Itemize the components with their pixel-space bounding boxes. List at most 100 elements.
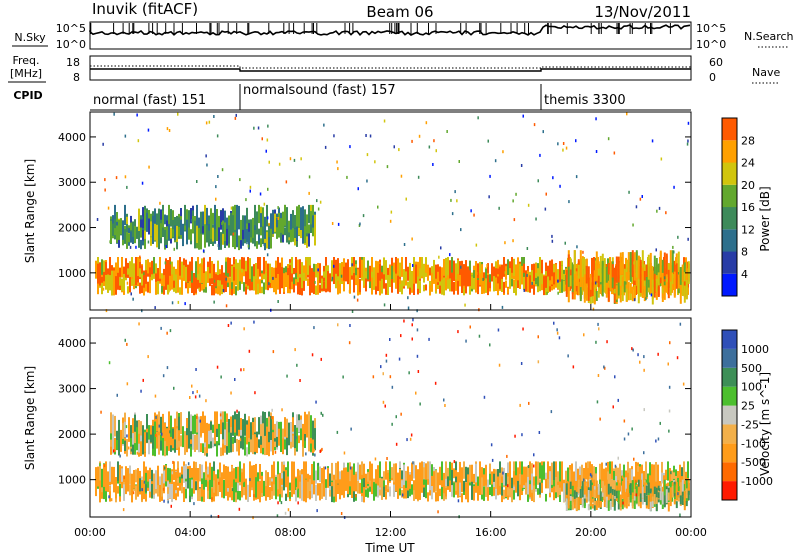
power-echo-cell xyxy=(329,279,331,286)
power-echo-cell xyxy=(553,263,555,276)
velocity-echo-cell xyxy=(495,471,497,489)
velocity-echo-cell xyxy=(581,471,583,487)
velocity-echo-cell xyxy=(605,483,608,497)
velocity-echo-cell xyxy=(483,474,485,483)
power-echo-cell xyxy=(273,276,275,283)
power-echo-cell xyxy=(335,273,337,282)
power-echo-cell xyxy=(585,280,588,301)
power-scatter-cell xyxy=(428,145,431,149)
power-echo-cell xyxy=(240,219,242,242)
velocity-echo-cell xyxy=(407,490,409,499)
power-echo-cell xyxy=(415,270,417,280)
velocity-echo-cell xyxy=(237,466,239,483)
velocity-echo-cell xyxy=(325,479,327,500)
power-echo-cell xyxy=(541,259,543,274)
velocity-echo-cell xyxy=(637,491,640,507)
power-echo-cell xyxy=(489,281,491,289)
velocity-scatter-cell xyxy=(236,409,238,413)
velocity-scatter-cell xyxy=(506,454,508,458)
velocity-scatter-cell xyxy=(412,318,414,322)
velocity-echo-cell xyxy=(643,482,646,496)
power-echo-cell xyxy=(211,261,213,279)
power-echo-cell xyxy=(557,269,559,289)
velocity-echo-cell xyxy=(527,466,529,478)
velocity-echo-cell xyxy=(537,473,539,485)
power-echo-cell xyxy=(228,225,230,236)
power-echo-cell xyxy=(493,276,495,292)
power-echo-cell xyxy=(111,270,113,290)
power-echo-cell xyxy=(145,259,147,280)
power-echo-cell xyxy=(453,260,455,280)
velocity-scatter-cell xyxy=(643,355,645,359)
power-echo-cell xyxy=(314,214,316,227)
power-echo-cell xyxy=(286,207,288,232)
velocity-echo-cell xyxy=(260,431,262,451)
velocity-echo-cell xyxy=(679,464,681,482)
velocity-echo-cell xyxy=(681,491,684,497)
power-scatter-cell xyxy=(308,175,311,179)
power-echo-cell xyxy=(203,273,205,290)
velocity-scatter-cell xyxy=(676,356,679,360)
power-echo-cell xyxy=(349,273,351,292)
power-echo-cell xyxy=(208,216,210,224)
power-echo-cell xyxy=(120,226,122,235)
velocity-scatter-cell xyxy=(248,349,251,353)
power-echo-cell xyxy=(154,208,156,228)
velocity-echo-cell xyxy=(145,472,147,494)
velocity-echo-cell xyxy=(296,414,298,432)
velocity-echo-cell xyxy=(263,481,265,493)
power-scatter-cell xyxy=(556,280,558,284)
power-echo-cell xyxy=(343,266,345,287)
velocity-echo-cell xyxy=(216,441,218,457)
velocity-echo-cell xyxy=(251,465,253,488)
velocity-echo-cell xyxy=(385,485,387,492)
velocity-echo-cell xyxy=(132,418,134,434)
velocity-scatter-cell xyxy=(355,494,357,498)
velocity-echo-cell xyxy=(627,461,629,482)
velocity-echo-cell xyxy=(131,473,133,495)
power-echo-cell xyxy=(595,251,598,279)
velocity-echo-cell xyxy=(135,485,137,500)
power-echo-cell xyxy=(220,236,222,250)
power-echo-cell xyxy=(579,287,582,300)
power-echo-cell xyxy=(220,210,222,230)
velocity-scatter-cell xyxy=(556,331,559,335)
velocity-echo-cell xyxy=(186,418,188,434)
power-scatter-cell xyxy=(656,209,658,213)
velocity-scatter-cell xyxy=(108,495,110,499)
power-colorbar-swatch xyxy=(722,273,737,297)
velocity-scatter-cell xyxy=(158,424,160,428)
power-scatter-cell xyxy=(336,160,338,164)
velocity-scatter-cell xyxy=(337,323,339,327)
velocity-scatter-cell xyxy=(595,340,597,344)
power-echo-cell xyxy=(107,278,109,287)
velocity-echo-cell xyxy=(300,419,302,433)
power-echo-cell xyxy=(611,264,614,277)
power-echo-cell xyxy=(435,264,437,279)
power-echo-cell xyxy=(172,220,174,239)
velocity-echo-cell xyxy=(661,501,664,509)
velocity-echo-cell xyxy=(425,479,427,499)
power-scatter-cell xyxy=(438,255,440,259)
velocity-echo-cell xyxy=(669,487,672,502)
power-echo-cell xyxy=(197,257,199,274)
power-echo-cell xyxy=(679,267,682,285)
velocity-echo-cell xyxy=(423,478,425,485)
power-echo-cell xyxy=(237,262,239,276)
velocity-echo-cell xyxy=(308,411,310,431)
power-echo-cell xyxy=(308,204,310,224)
velocity-echo-cell xyxy=(281,461,283,484)
power-echo-cell xyxy=(595,265,598,281)
velocity-echo-cell xyxy=(453,468,455,479)
velocity-echo-cell xyxy=(211,466,213,488)
power-scatter-cell xyxy=(475,243,478,247)
velocity-echo-cell xyxy=(545,493,547,502)
velocity-scatter-cell xyxy=(623,437,626,441)
power-echo-cell xyxy=(157,274,159,288)
power-scatter-cell xyxy=(417,175,420,179)
power-echo-cell xyxy=(673,260,675,273)
velocity-echo-cell xyxy=(355,473,357,492)
power-echo-cell xyxy=(479,261,481,274)
velocity-echo-cell xyxy=(417,483,419,500)
